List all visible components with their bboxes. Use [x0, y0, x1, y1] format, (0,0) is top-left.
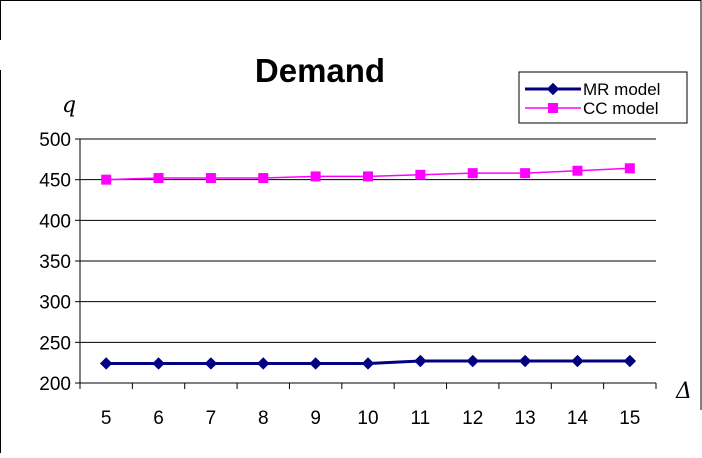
x-tick-label-12: 12	[462, 408, 483, 429]
point-mr-model-15	[623, 354, 637, 368]
point-cc-model-10	[363, 171, 373, 182]
x-tick-label-6: 6	[153, 408, 164, 429]
point-mr-model-12	[466, 354, 479, 368]
point-cc-model-8	[258, 173, 269, 184]
point-mr-model-14	[571, 354, 584, 368]
x-tick-label-8: 8	[258, 408, 269, 429]
y-tick-label-500: 500	[39, 130, 71, 151]
point-mr-model-13	[518, 354, 532, 368]
legend-label-cc-model: CC model	[583, 99, 659, 118]
y-tick-label-400: 400	[39, 211, 71, 232]
point-cc-model-9	[310, 171, 321, 182]
point-mr-model-5	[99, 357, 113, 370]
y-tick-label-300: 300	[39, 293, 71, 314]
x-tick-label-5: 5	[101, 408, 112, 429]
y-tick-label-250: 250	[39, 333, 71, 354]
point-cc-model-11	[415, 169, 426, 180]
x-tick-label-15: 15	[619, 408, 640, 429]
point-cc-model-6	[153, 173, 164, 184]
point-cc-model-15	[624, 163, 635, 174]
point-cc-model-5	[101, 174, 112, 185]
point-mr-model-8	[257, 357, 270, 370]
chart-title: Demand	[255, 52, 385, 89]
point-mr-model-11	[414, 354, 427, 368]
y-tick-label-350: 350	[39, 252, 71, 273]
x-tick-label-10: 10	[357, 408, 378, 429]
y-tick-label-450: 450	[39, 171, 71, 192]
x-tick-label-9: 9	[310, 408, 321, 429]
x-axis-label: Δ	[675, 379, 692, 404]
point-mr-model-6	[152, 357, 165, 370]
legend-label-mr-model: MR model	[583, 80, 660, 99]
point-mr-model-9	[309, 357, 322, 370]
series-layer	[99, 163, 637, 370]
point-cc-model-14	[572, 165, 583, 176]
x-tick-label-7: 7	[206, 408, 217, 429]
y-axis-label: q	[62, 93, 76, 118]
x-tick-label-13: 13	[515, 408, 536, 429]
legend-marker-mr-model	[546, 82, 560, 96]
point-mr-model-7	[204, 357, 218, 370]
x-tick-label-14: 14	[567, 408, 589, 429]
y-tick-label-200: 200	[39, 374, 71, 395]
point-mr-model-10	[361, 357, 375, 370]
point-cc-model-7	[205, 173, 216, 184]
axes-layer: 200 250 300 350 400 450 500 5 6 7 8 9 10 11 12 13 14 15	[39, 130, 657, 429]
legend-marker-cc-model	[548, 103, 558, 113]
grid-layer	[80, 138, 656, 343]
point-cc-model-13	[520, 168, 531, 179]
point-cc-model-12	[467, 168, 478, 179]
x-tick-label-11: 11	[410, 408, 430, 429]
legend-box	[518, 71, 688, 124]
